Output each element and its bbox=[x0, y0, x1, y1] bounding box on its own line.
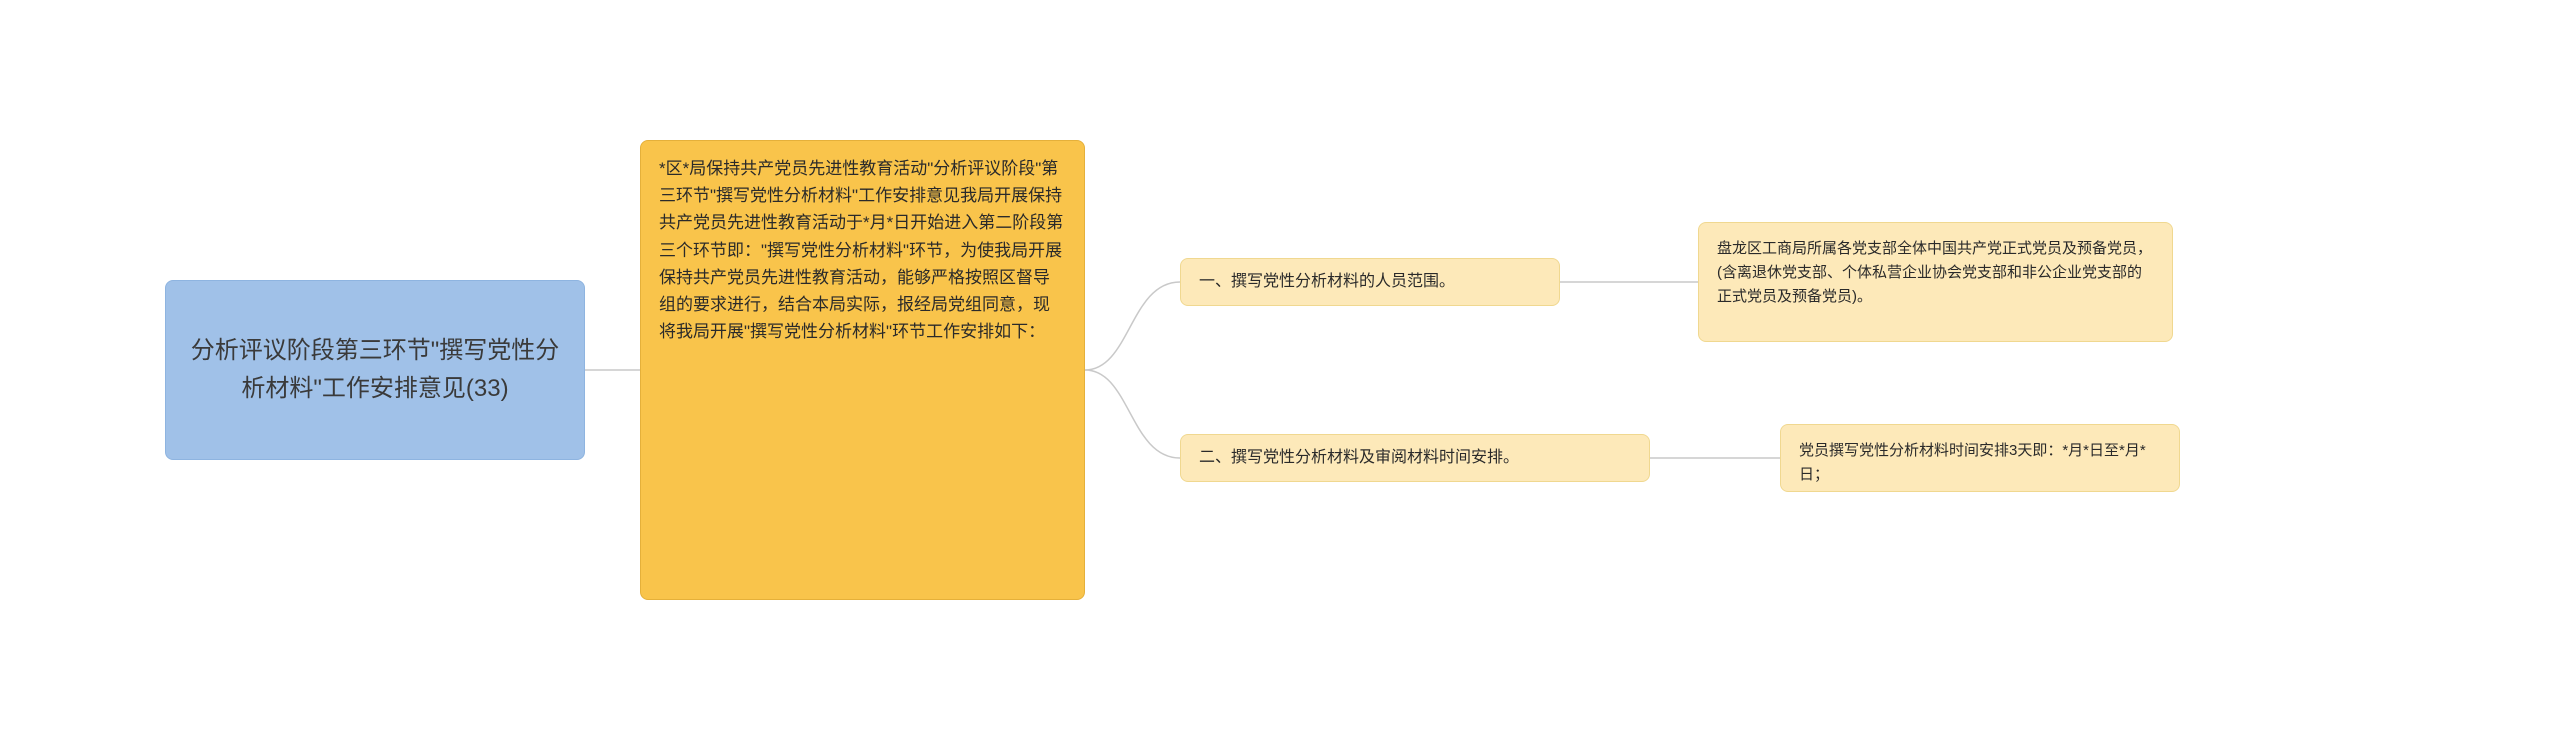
leaf-1-text: 盘龙区工商局所属各党支部全体中国共产党正式党员及预备党员，(含离退休党支部、个体… bbox=[1717, 240, 2152, 305]
branch-1-text: 一、撰写党性分析材料的人员范围。 bbox=[1199, 269, 1455, 295]
connector-desc-branch2 bbox=[1085, 370, 1180, 458]
root-text: 分析评议阶段第三环节"撰写党性分析材料"工作安排意见(33) bbox=[184, 332, 566, 409]
branch-2-node[interactable]: 二、撰写党性分析材料及审阅材料时间安排。 bbox=[1180, 434, 1650, 482]
branch-2-text: 二、撰写党性分析材料及审阅材料时间安排。 bbox=[1199, 445, 1519, 471]
leaf-2-node[interactable]: 党员撰写党性分析材料时间安排3天即：*月*日至*月*日； bbox=[1780, 424, 2180, 492]
root-node[interactable]: 分析评议阶段第三环节"撰写党性分析材料"工作安排意见(33) bbox=[165, 280, 585, 460]
description-text: *区*局保持共产党员先进性教育活动"分析评议阶段"第三环节"撰写党性分析材料"工… bbox=[659, 159, 1063, 341]
connector-desc-branch1 bbox=[1085, 282, 1180, 370]
branch-1-node[interactable]: 一、撰写党性分析材料的人员范围。 bbox=[1180, 258, 1560, 306]
description-node[interactable]: *区*局保持共产党员先进性教育活动"分析评议阶段"第三环节"撰写党性分析材料"工… bbox=[640, 140, 1085, 600]
leaf-1-node[interactable]: 盘龙区工商局所属各党支部全体中国共产党正式党员及预备党员，(含离退休党支部、个体… bbox=[1698, 222, 2173, 342]
leaf-2-text: 党员撰写党性分析材料时间安排3天即：*月*日至*月*日； bbox=[1799, 442, 2146, 483]
